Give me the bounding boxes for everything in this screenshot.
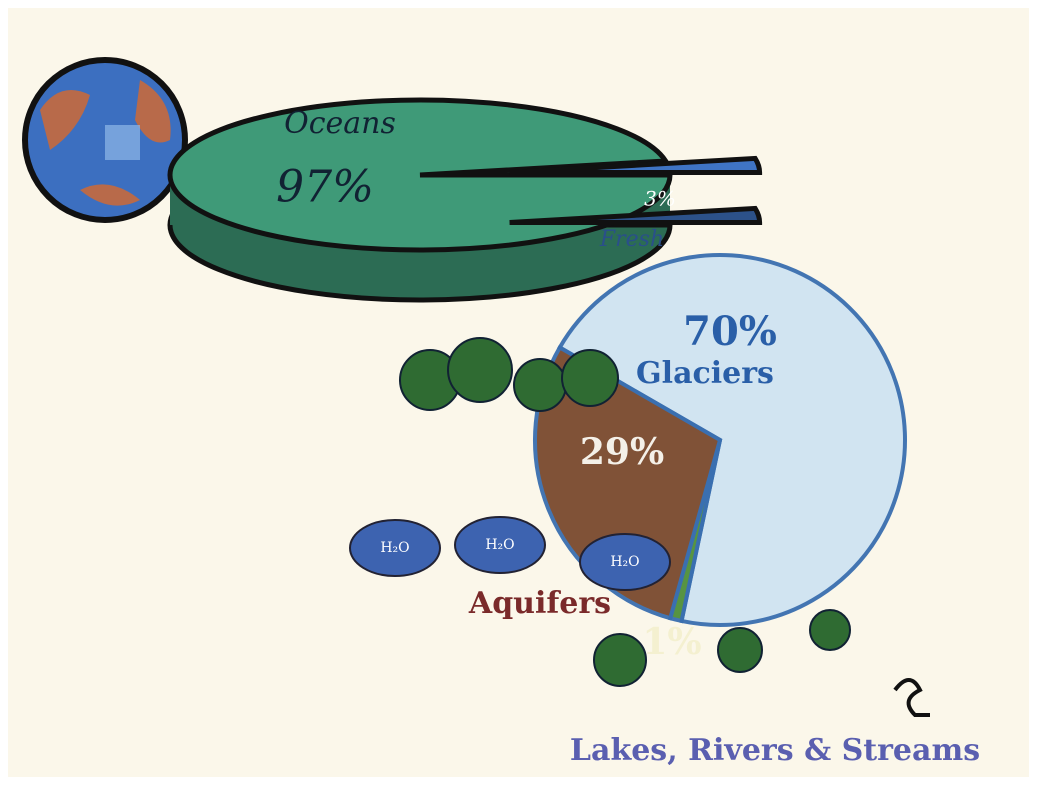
value-label: 70%	[683, 308, 777, 355]
category-label: Aquifers	[468, 586, 611, 621]
signature	[893, 678, 930, 717]
pie-freshwater: 70%Glaciers 1% Lakes, Rivers & Streams 29% A…	[349, 253, 980, 768]
value-label: 3%	[644, 187, 676, 211]
value-label: 29%	[580, 431, 664, 473]
slice	[509, 155, 763, 175]
category-label: Oceans	[284, 106, 396, 141]
water-pocket	[454, 516, 546, 574]
trees	[399, 337, 851, 687]
slice	[557, 253, 907, 627]
pie-ocean-fresh: Oceans 97% Fresh 3%	[167, 97, 763, 303]
category-label: Lakes, Rivers & Streams	[570, 733, 980, 768]
annotation: H₂O	[485, 537, 514, 553]
water-pocket	[579, 533, 671, 591]
category-label: Glaciers	[636, 356, 774, 391]
slice	[167, 97, 673, 253]
category-label: Fresh	[599, 227, 664, 252]
value-label: 1%	[642, 621, 701, 663]
globe	[22, 57, 188, 223]
slice-side	[509, 205, 763, 225]
annotation: H₂O	[610, 554, 639, 570]
annotation: H₂O	[380, 540, 409, 556]
water-pocket	[349, 519, 441, 577]
value-label: 97%	[276, 162, 374, 213]
